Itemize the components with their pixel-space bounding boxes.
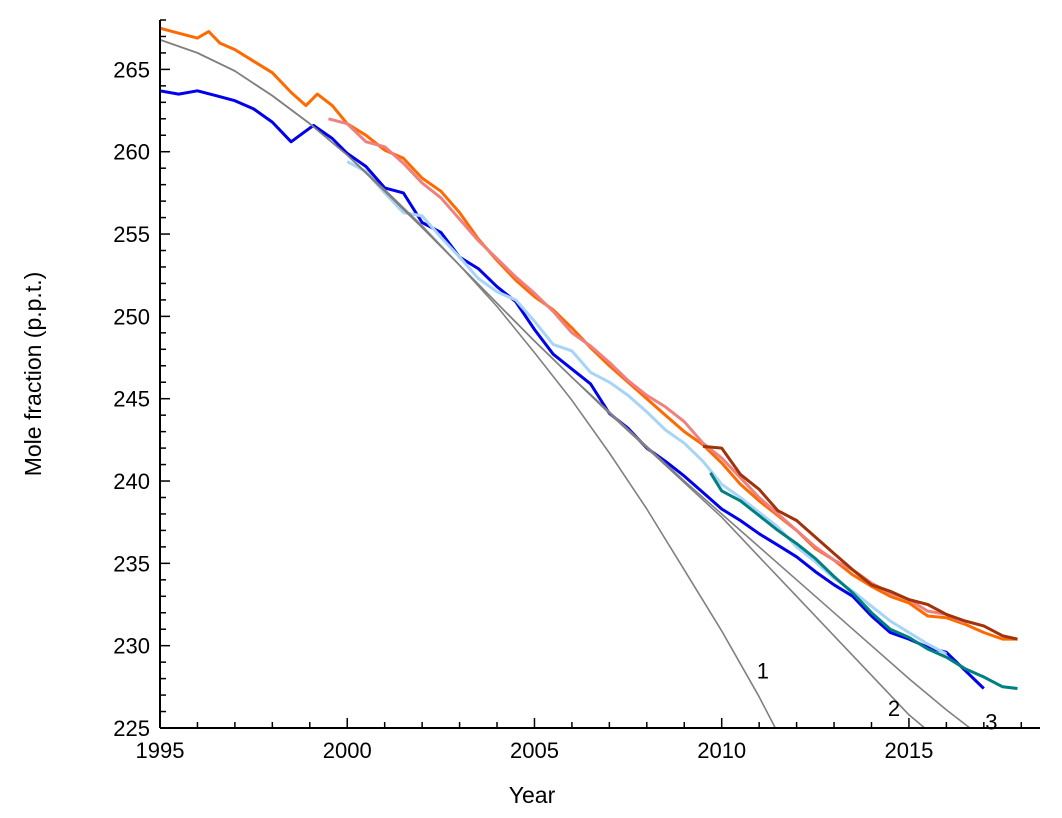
series-line-6	[709, 472, 1018, 690]
curve-label: 2	[888, 696, 900, 721]
series-line-8	[160, 39, 926, 728]
y-tick-label: 265	[113, 57, 150, 82]
tick-labels: 225 230 235 240 245 250 255 260 265 1995 2000 2005 2…	[113, 57, 933, 763]
series-layer	[160, 26, 1018, 728]
y-tick-label: 240	[113, 469, 150, 494]
series-line-4	[160, 89, 985, 690]
series-line-9	[160, 39, 972, 728]
y-tick-label: 260	[113, 140, 150, 165]
series-line-2	[328, 117, 966, 624]
x-tick-label: 2015	[884, 738, 933, 763]
y-tick-label: 230	[113, 634, 150, 659]
x-tick-label: 2000	[323, 738, 372, 763]
curve-annotations: 1 2 3	[757, 658, 998, 734]
x-tick-label: 2010	[697, 738, 746, 763]
x-axis-title: Year	[509, 782, 556, 808]
y-tick-label: 235	[113, 551, 150, 576]
y-axis-title: Mole fraction (p.p.t.)	[20, 272, 46, 477]
y-tick-label: 255	[113, 222, 150, 247]
curve-label: 3	[985, 709, 997, 734]
series-line-7	[160, 39, 777, 728]
x-tick-label: 2005	[510, 738, 559, 763]
curve-label: 1	[757, 658, 769, 683]
y-tick-label: 250	[113, 304, 150, 329]
series-line-5	[346, 160, 948, 656]
ticks	[159, 19, 1023, 729]
axes	[159, 20, 1040, 729]
series-line-3	[702, 444, 1018, 641]
y-tick-label: 245	[113, 387, 150, 412]
y-tick-label: 225	[113, 716, 150, 741]
x-tick-label: 1995	[136, 738, 185, 763]
series-line-1	[160, 26, 1018, 641]
